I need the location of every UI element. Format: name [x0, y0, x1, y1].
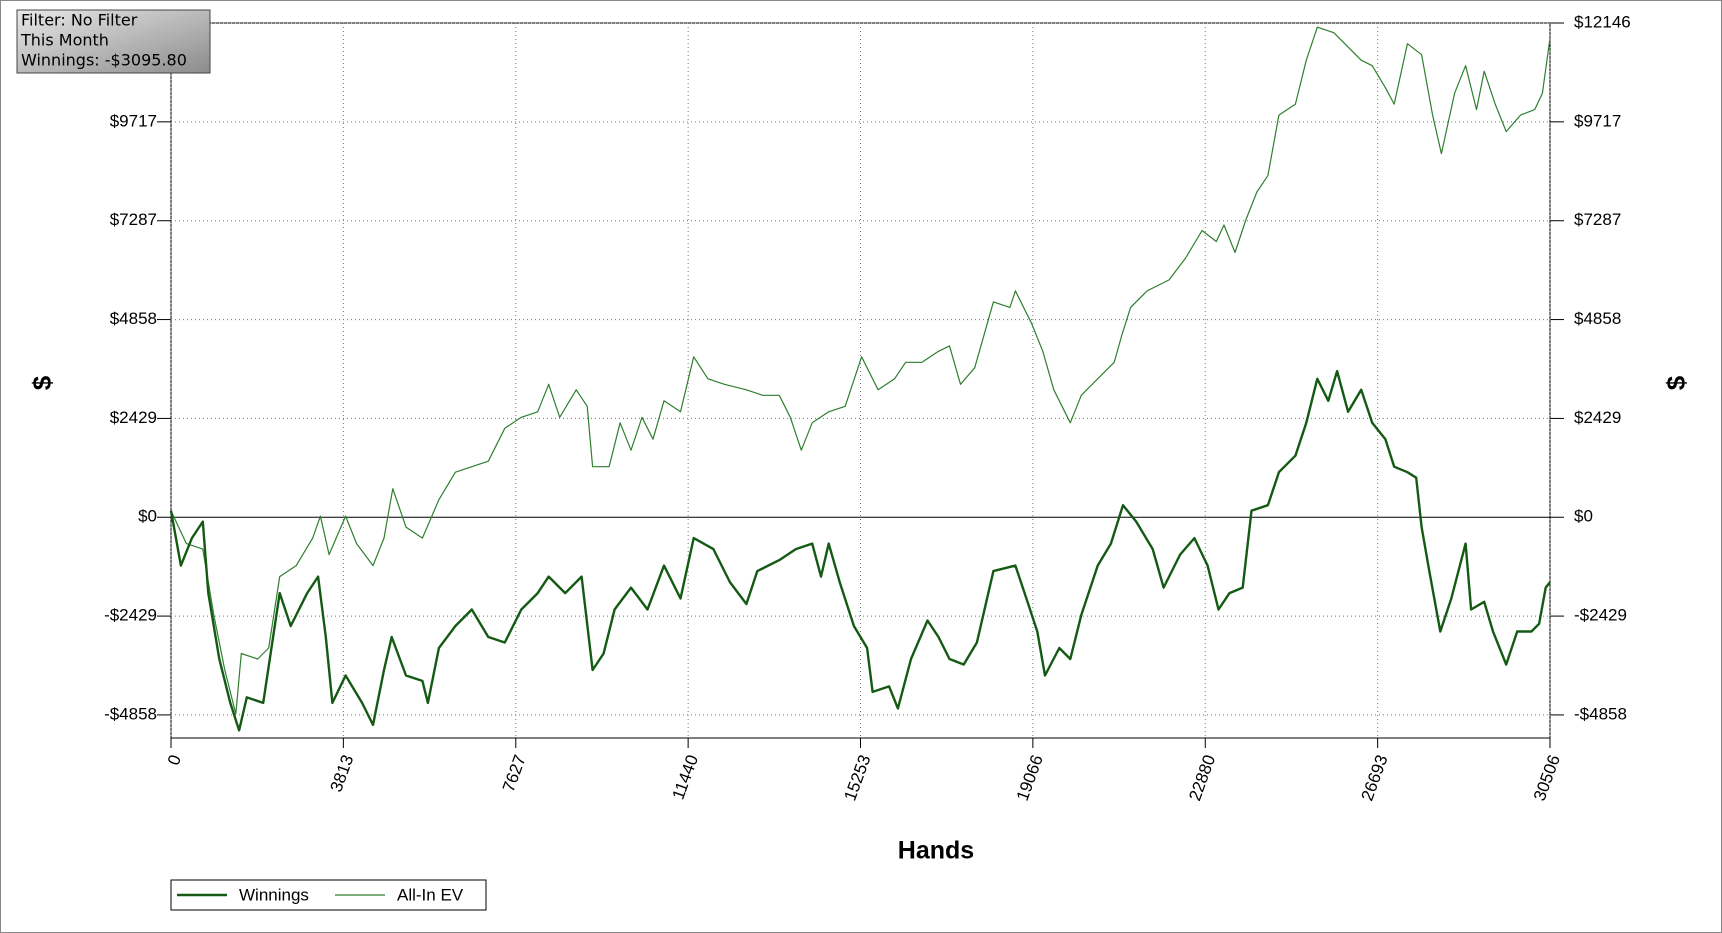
legend-label: All-In EV — [397, 885, 464, 904]
plot-area — [170, 22, 1551, 739]
annotation-line: Winnings: -$3095.80 — [21, 51, 187, 70]
y2-axis-label: $ — [1661, 375, 1691, 390]
series-line — [170, 26, 1551, 715]
legend: Winnings All-In EV — [170, 879, 487, 911]
y-axis-label: $ — [27, 375, 57, 390]
y2-tick-label: $12146 — [1574, 12, 1631, 31]
y2-tick-label: -$2429 — [1574, 606, 1627, 625]
y2-tick-label: $7287 — [1574, 210, 1621, 229]
y2-tick-label: -$4858 — [1574, 704, 1627, 723]
y-tick-label: -$2429 — [104, 606, 157, 625]
annotation-box — [16, 9, 211, 74]
y2-tick-label: $9717 — [1574, 111, 1621, 130]
y2-tick-label: $4858 — [1574, 309, 1621, 328]
y-tick-label: $4858 — [110, 309, 157, 328]
annotation-line: Filter: No Filter — [21, 11, 138, 30]
y2-tick-label: $0 — [1574, 507, 1593, 526]
annotation-line: This Month — [20, 31, 109, 50]
y-tick-label: $0 — [138, 507, 157, 526]
y-tick-label: $7287 — [110, 210, 157, 229]
x-axis-label: Hands — [898, 837, 974, 865]
y-tick-label: $2429 — [110, 408, 157, 427]
legend-label: Winnings — [239, 885, 309, 904]
y-tick-label: -$4858 — [104, 704, 157, 723]
y-tick-label: $9717 — [110, 111, 157, 130]
y2-tick-label: $2429 — [1574, 408, 1621, 427]
series-line — [169, 369, 1551, 732]
